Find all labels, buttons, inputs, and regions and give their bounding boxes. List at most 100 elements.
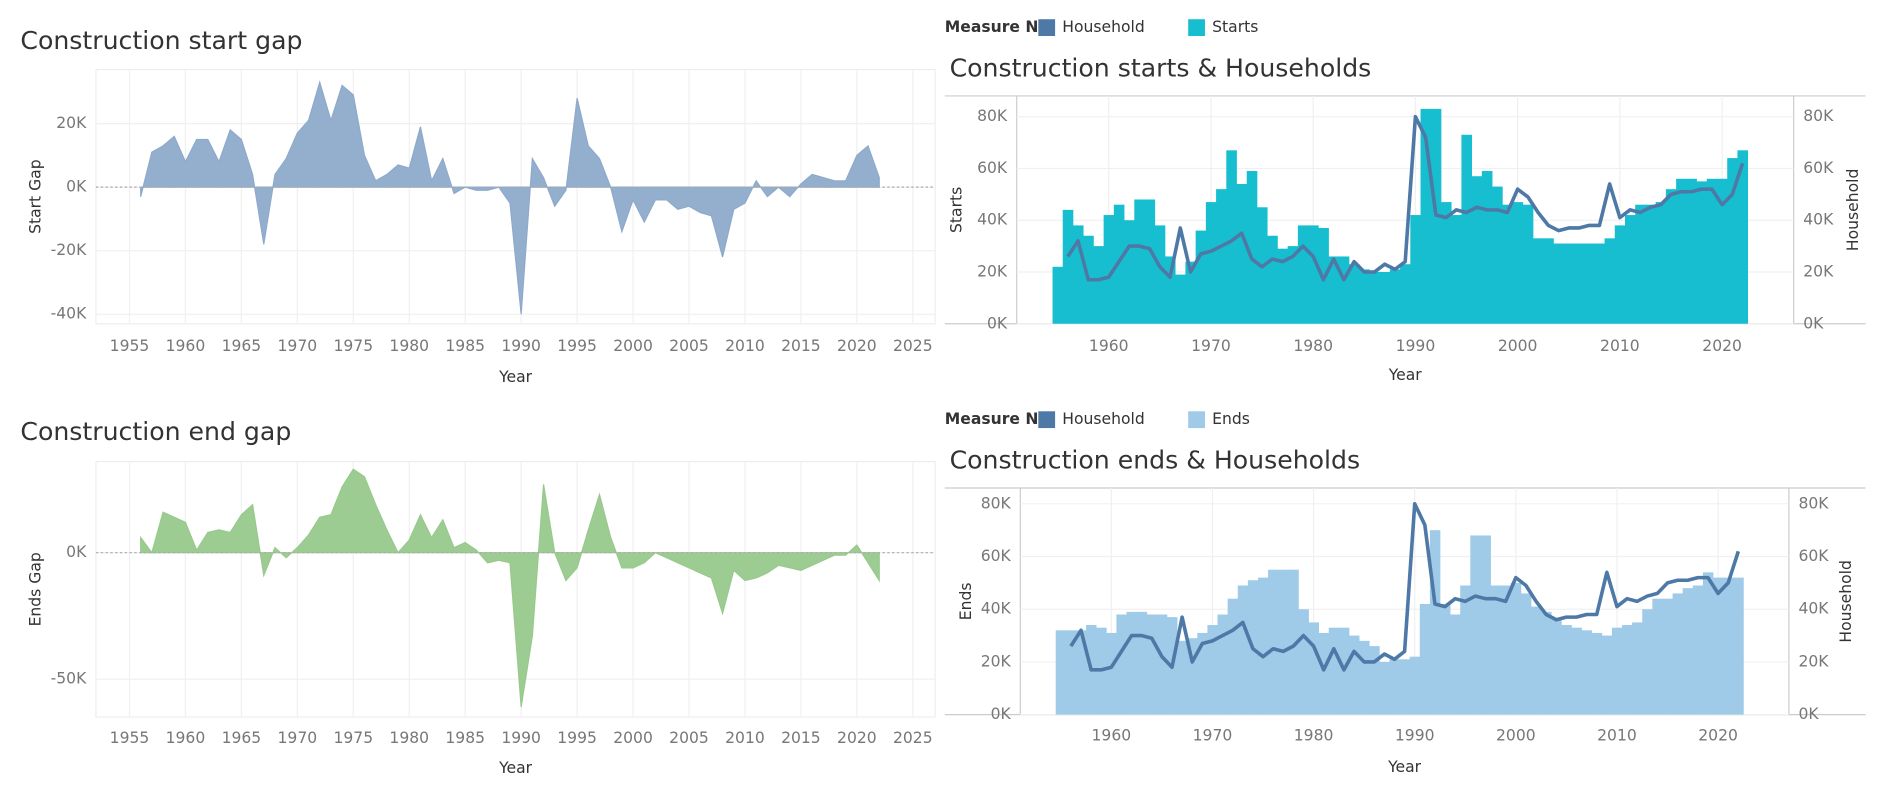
bar <box>1733 577 1744 715</box>
bar <box>1429 530 1441 715</box>
bar <box>1723 577 1734 715</box>
bar <box>1134 199 1145 324</box>
bar <box>1267 235 1278 324</box>
bar <box>1399 659 1411 715</box>
bar <box>1706 178 1718 324</box>
x-tick-label: 2020 <box>837 337 877 355</box>
legend-label: Household <box>1062 410 1144 428</box>
bar <box>1692 585 1704 715</box>
legend-label: Household <box>1062 18 1144 36</box>
chart-title: Construction ends & Households <box>950 446 1361 475</box>
bar <box>1055 630 1067 715</box>
chart-title: Construction starts & Households <box>950 54 1372 83</box>
bar <box>1359 640 1370 715</box>
x-axis-title: Year <box>498 759 533 777</box>
y-tick-label: 20K <box>981 652 1012 670</box>
bar <box>1062 209 1074 324</box>
legend-label: Starts <box>1212 18 1258 36</box>
x-tick-label: 2005 <box>669 337 709 355</box>
bar <box>1460 585 1471 715</box>
legend-swatch <box>1038 19 1056 37</box>
x-axis-title: Year <box>498 368 533 386</box>
bar <box>1065 630 1077 715</box>
bar <box>1288 569 1299 715</box>
x-axis-title: Year <box>1388 366 1423 384</box>
bar <box>1594 243 1605 324</box>
bar <box>1246 171 1258 324</box>
x-tick-label: 1995 <box>557 729 597 747</box>
bar <box>1451 215 1462 324</box>
bar <box>1440 202 1452 324</box>
x-tick-label: 1985 <box>445 337 485 355</box>
bar <box>1389 659 1400 715</box>
bar <box>1136 611 1148 715</box>
x-tick-label: 1980 <box>389 729 429 747</box>
legend-title: Measure N.. <box>945 18 1051 36</box>
y-tick-label: 20K <box>977 262 1008 280</box>
x-tick-label: 1970 <box>278 729 318 747</box>
bar <box>1563 243 1575 324</box>
bar <box>1551 619 1562 715</box>
bar <box>1103 215 1115 324</box>
bar <box>1573 243 1585 324</box>
area <box>140 80 880 315</box>
bar <box>1571 627 1582 715</box>
bar <box>1543 238 1554 324</box>
x-tick-label: 1980 <box>1294 727 1334 745</box>
bar <box>1624 215 1636 324</box>
area <box>140 468 880 708</box>
legend-title: Measure N.. <box>945 410 1051 428</box>
bar <box>1541 611 1552 715</box>
bar <box>1328 256 1340 324</box>
y-axis-title: Ends Gap <box>26 552 44 626</box>
x-tick-label: 2000 <box>1498 337 1538 355</box>
bar <box>1236 183 1248 324</box>
y-tick-label: -50K <box>51 670 87 688</box>
bar <box>1614 225 1626 324</box>
bar <box>1531 606 1542 715</box>
x-tick-label: 1960 <box>1089 337 1129 355</box>
bar <box>1470 535 1481 715</box>
bar <box>1676 178 1687 324</box>
bar <box>1502 204 1513 324</box>
y-tick-label: -40K <box>51 305 87 323</box>
bar <box>1727 158 1738 324</box>
y-tick-label: 40K <box>981 600 1012 618</box>
x-tick-label: 2025 <box>893 729 933 747</box>
bar <box>1471 176 1483 324</box>
x-tick-label: 1960 <box>166 337 206 355</box>
legend-swatch <box>1188 411 1205 429</box>
bar <box>1532 238 1544 324</box>
bar <box>1318 632 1330 715</box>
x-tick-label: 1990 <box>501 337 541 355</box>
y-tick-label: 80K <box>981 494 1012 512</box>
y-axis-title: Start Gap <box>26 159 44 234</box>
bar <box>1175 274 1186 324</box>
y2-tick-label: 0K <box>1798 705 1819 723</box>
x-tick-label: 2010 <box>1600 337 1640 355</box>
bar <box>1093 246 1104 324</box>
bar <box>1481 171 1493 324</box>
chart-title: Construction start gap <box>20 26 302 55</box>
bar <box>1672 593 1684 715</box>
y2-tick-label: 60K <box>1798 547 1829 565</box>
bar <box>1604 238 1616 324</box>
y-axis-title: Starts <box>947 187 965 233</box>
y-tick-label: 0K <box>66 178 87 196</box>
y-tick-label: 40K <box>977 211 1008 229</box>
bar <box>1268 569 1279 715</box>
bar <box>1297 225 1309 324</box>
bar <box>1686 178 1697 324</box>
bar <box>1584 243 1595 324</box>
y-tick-label: 0K <box>66 543 87 561</box>
bar <box>1359 269 1370 324</box>
bar <box>1553 243 1565 324</box>
x-tick-label: 1990 <box>1395 727 1435 745</box>
bar <box>1389 269 1401 324</box>
x-tick-label: 1965 <box>222 337 262 355</box>
bar <box>1379 271 1391 324</box>
bar <box>1369 271 1381 324</box>
bar <box>1126 611 1137 715</box>
y2-tick-label: 20K <box>1803 262 1834 280</box>
